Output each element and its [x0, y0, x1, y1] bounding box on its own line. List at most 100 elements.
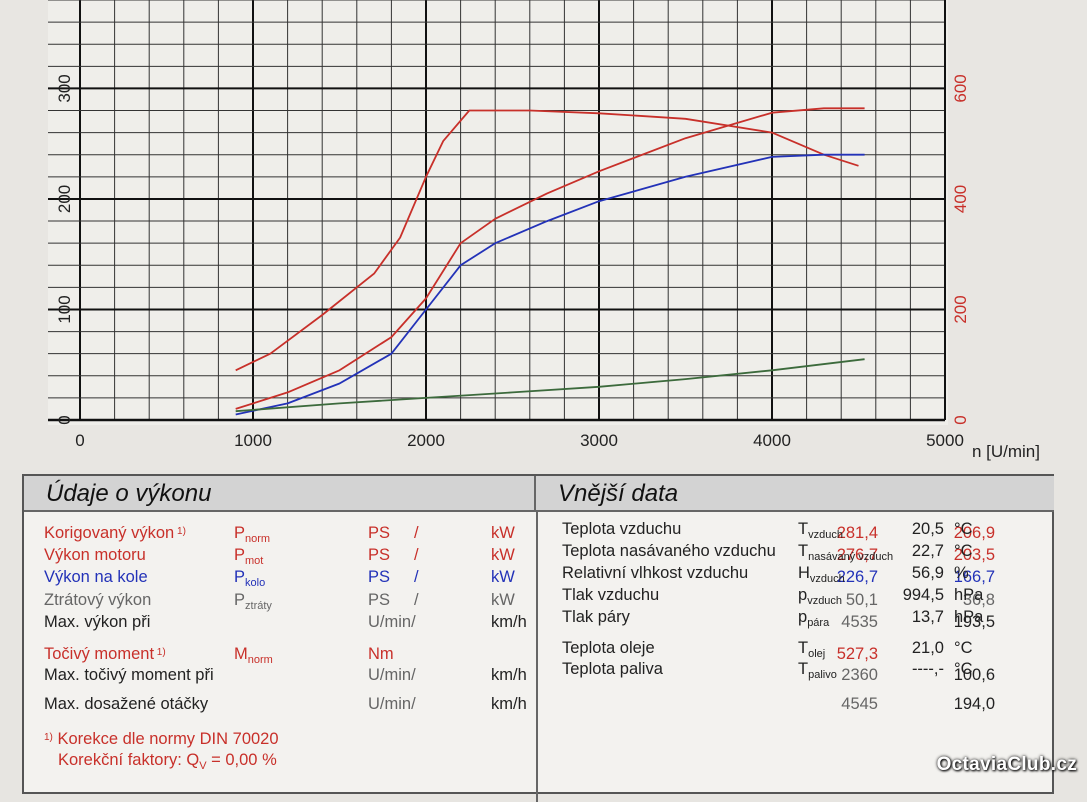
perf-row-value1: 226,7 [836, 568, 878, 586]
y-right-tick-label: 200 [951, 295, 970, 323]
perf-row-unit1: PS [368, 546, 391, 564]
x-tick-label: 1000 [234, 431, 272, 450]
watermark: OctaviaClub.cz [936, 754, 1077, 775]
perf-row-value2: 194,0 [953, 695, 995, 713]
series-line-power-corrected [235, 107, 865, 410]
dyno-chart: 0 1000 2000 3000 4000 50000100200300020040060… [48, 0, 1040, 461]
ext-row-label: Teplota nasávaného vzduchu [562, 542, 776, 560]
perf-row-unit1: U/min/ [368, 613, 416, 631]
perf-row-label: Max. točivý moment při [44, 666, 214, 684]
perf-row-value1: 50,1 [845, 591, 878, 609]
ext-row-unit: °C [954, 639, 973, 657]
footnote-factor: Korekční faktory: QV = 0,00 % [58, 751, 277, 772]
ext-row-value: ----,- [911, 660, 944, 678]
x-tick-label: 2000 [407, 431, 445, 450]
perf-row-unit2: km/h [491, 695, 527, 713]
plot-area [48, 0, 948, 425]
perf-row-unit1: PS [368, 568, 391, 586]
ext-row-label: Teplota paliva [562, 660, 663, 678]
perf-row-value1: 4535 [841, 613, 878, 631]
perf-row-unit2: km/h [491, 613, 527, 631]
chart-grid [48, 0, 948, 425]
perf-row-unit2: kW [491, 568, 515, 586]
ext-row-symbol: Hvzduch [798, 564, 845, 585]
perf-row-unit1: PS [368, 524, 391, 542]
ext-row-label: Relativní vlhkost vzduchu [562, 564, 749, 582]
ext-row-unit: hPa [954, 608, 984, 626]
perf-row-value2: 36,8 [962, 591, 995, 609]
y-right-tick-label: 600 [951, 74, 970, 102]
x-tick-label: 4000 [753, 431, 791, 450]
series-line-power-loss [235, 358, 865, 413]
ext-row-value: 13,7 [911, 608, 944, 626]
ext-row-value: 56,9 [911, 564, 944, 582]
data-panel: Údaje o výkonu Vnější data Korigovaný vý… [22, 474, 1054, 802]
x-tick-label: 0 [75, 431, 84, 450]
ext-row-unit: hPa [954, 586, 984, 604]
perf-row-unit2: kW [491, 524, 515, 542]
perf-row-unit2: kW [491, 591, 515, 609]
perf-row-value1: 2360 [841, 666, 878, 684]
perf-row-value1: 281,4 [836, 524, 878, 542]
panel-divider [536, 512, 538, 802]
ext-row-value: 21,0 [911, 639, 944, 657]
y-right-tick-label: 400 [951, 185, 970, 213]
y-left-tick-label: 100 [55, 295, 74, 323]
perf-row-unit1: Nm [368, 645, 394, 663]
ext-row-unit: °C [954, 660, 973, 678]
perf-row-symbol: Pztráty [234, 591, 272, 612]
perf-row-unit1: U/min/ [368, 666, 416, 684]
ext-row-label: Tlak vzduchu [562, 586, 660, 604]
ext-row-unit: °C [954, 520, 973, 538]
perf-row-symbol: Pmot [234, 546, 264, 567]
perf-row-symbol: Mnorm [234, 645, 273, 666]
ext-row-value: 994,5 [902, 586, 944, 604]
perf-row-label: Max. výkon při [44, 613, 151, 631]
perf-row-label: Výkon motoru [44, 546, 146, 564]
series-line-power-wheel [235, 153, 865, 416]
ext-row-value: 20,5 [911, 520, 944, 538]
ext-row-symbol: Tvzduch [798, 520, 843, 541]
ext-row-label: Teplota oleje [562, 639, 655, 657]
chart-series [235, 107, 865, 416]
perf-row-unit2: kW [491, 546, 515, 564]
perf-row-separator: / [414, 524, 419, 542]
perf-row-value2: 203,5 [953, 546, 995, 564]
x-tick-label: 3000 [580, 431, 618, 450]
external-data-title: Vnější data [536, 476, 1054, 512]
y-left-tick-label: 300 [55, 74, 74, 102]
series-line-torque [235, 109, 859, 372]
y-left-tick-label: 0 [55, 415, 74, 424]
y-right-tick-label: 0 [951, 415, 970, 424]
ext-row-symbol: Tnasávaný vzduch [798, 542, 894, 563]
ext-row-symbol: Tpalivo [798, 660, 837, 681]
performance-title: Údaje o výkonu [24, 476, 536, 512]
ext-row-value: 22,7 [911, 542, 944, 560]
perf-row-value2: 206,9 [953, 524, 995, 542]
perf-row-separator: / [414, 546, 419, 564]
perf-row-label: Max. dosažené otáčky [44, 695, 209, 713]
perf-row-unit1: U/min/ [368, 695, 416, 713]
perf-row-separator: / [414, 568, 419, 586]
perf-row-value2: 193,5 [953, 613, 995, 631]
perf-row-value1: 4545 [841, 695, 878, 713]
perf-row-value2: 100,6 [953, 666, 995, 684]
ext-row-symbol: Tolej [798, 639, 826, 660]
perf-row-label: Ztrátový výkon [44, 591, 152, 609]
perf-row-value1: 276,7 [836, 546, 878, 564]
perf-row-value1: 527,3 [836, 645, 878, 663]
perf-row-label: Výkon na kole [44, 568, 148, 586]
x-tick-label: 5000 [926, 431, 964, 450]
ext-row-symbol: pvzduch [798, 586, 843, 607]
perf-row-label: Točivý moment 1) [44, 645, 166, 663]
perf-row-separator: / [414, 591, 419, 609]
ext-row-label: Teplota vzduchu [562, 520, 682, 538]
chart-ticks: 0 1000 2000 3000 4000 50000100200300020040060… [55, 74, 970, 450]
perf-row-unit2: km/h [491, 666, 527, 684]
perf-row-label: Korigovaný výkon 1) [44, 524, 186, 542]
ext-row-symbol: ppára [798, 608, 830, 629]
perf-row-symbol: Pkolo [234, 568, 266, 589]
perf-row-unit1: PS [368, 591, 391, 609]
perf-row-value2: 166,7 [953, 568, 995, 586]
ext-row-unit: °C [954, 542, 973, 560]
